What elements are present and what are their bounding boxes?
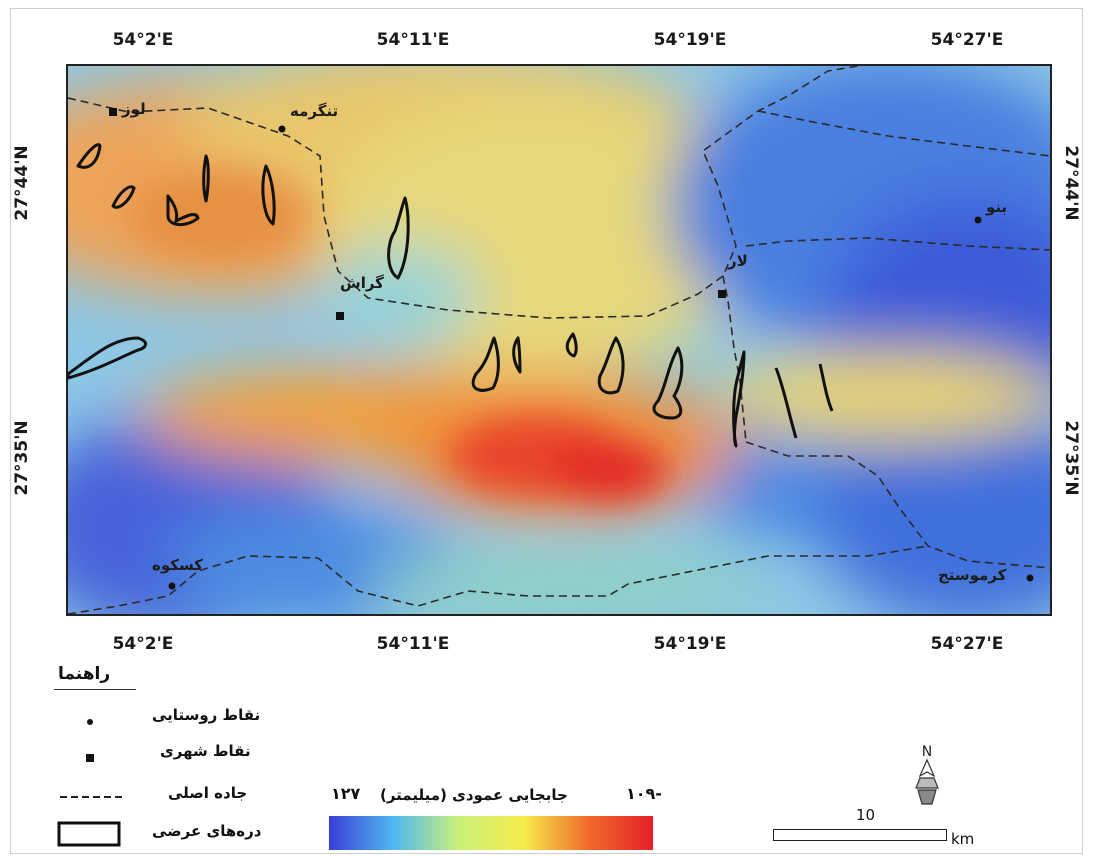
place-label-lowz: لوز	[122, 100, 146, 118]
colorbar-max: ۱۲۷	[331, 784, 361, 803]
rural-marker-banu	[974, 216, 982, 224]
urban-point-icon	[86, 754, 94, 762]
lon-tick-top-2: 54°11'E	[376, 30, 450, 50]
legend-rural-label: نقاط روستایی	[152, 706, 261, 724]
road-line-icon	[60, 796, 122, 798]
colorbar	[329, 816, 653, 850]
lat-tick-right-2: 27°35'N	[1061, 420, 1081, 496]
legend-urban-label: نقاط شهری	[160, 742, 251, 760]
place-label-banu: بنو	[986, 198, 1008, 216]
figure-frame	[10, 8, 1083, 854]
colorbar-min: ۱۰۹-	[626, 784, 662, 803]
legend-title-underline	[54, 689, 136, 690]
place-label-tangerme: تنگرمه	[290, 102, 339, 120]
north-label: N	[922, 744, 932, 760]
scale-value: 10	[856, 806, 876, 824]
place-label-gerash: گراش	[340, 274, 384, 292]
place-label-lar: لار	[728, 252, 748, 270]
legend-road-label: جاده اصلی	[168, 784, 248, 802]
scale-unit: km	[951, 830, 975, 848]
valley-outline-icon	[57, 821, 121, 847]
displacement-map: لوز تنگرمه گراش لار بنو کسکوه کرموستج	[66, 64, 1052, 616]
lon-tick-top-1: 54°2'E	[112, 30, 174, 50]
rural-point-icon	[87, 719, 93, 725]
rural-marker-tangerme	[278, 125, 286, 133]
lat-tick-left-2: 27°35'N	[12, 420, 32, 496]
legend-valleys-label: دره‌های عرضی	[152, 822, 262, 840]
settlement-markers	[109, 108, 1034, 590]
rural-marker-kormostaj	[1026, 574, 1034, 582]
lat-tick-left-1: 27°44'N	[12, 145, 32, 221]
lon-tick-bottom-1: 54°2'E	[112, 634, 174, 654]
urban-marker-gerash	[336, 312, 344, 320]
rural-marker-kaskouh	[168, 582, 176, 590]
lon-tick-bottom-2: 54°11'E	[376, 634, 450, 654]
legend-title: راهنما	[58, 664, 111, 684]
transverse-valleys	[68, 143, 834, 448]
urban-marker-lar	[718, 290, 726, 298]
urban-marker-lowz	[109, 108, 117, 116]
lon-tick-top-3: 54°19'E	[653, 30, 727, 50]
lon-tick-bottom-3: 54°19'E	[653, 634, 727, 654]
colorbar-title: جابجایی عمودی (میلیمتر)	[380, 786, 568, 804]
lon-tick-bottom-4: 54°27'E	[930, 634, 1004, 654]
lon-tick-top-4: 54°27'E	[930, 30, 1004, 50]
place-label-kormostaj: کرموستج	[938, 566, 1007, 584]
scale-bar	[773, 829, 947, 841]
lat-tick-right-1: 27°44'N	[1061, 145, 1081, 221]
place-label-kaskouh: کسکوه	[152, 556, 203, 574]
main-road-network	[68, 66, 1050, 614]
north-arrow-icon: N	[915, 744, 939, 805]
map-raster	[68, 66, 1050, 614]
